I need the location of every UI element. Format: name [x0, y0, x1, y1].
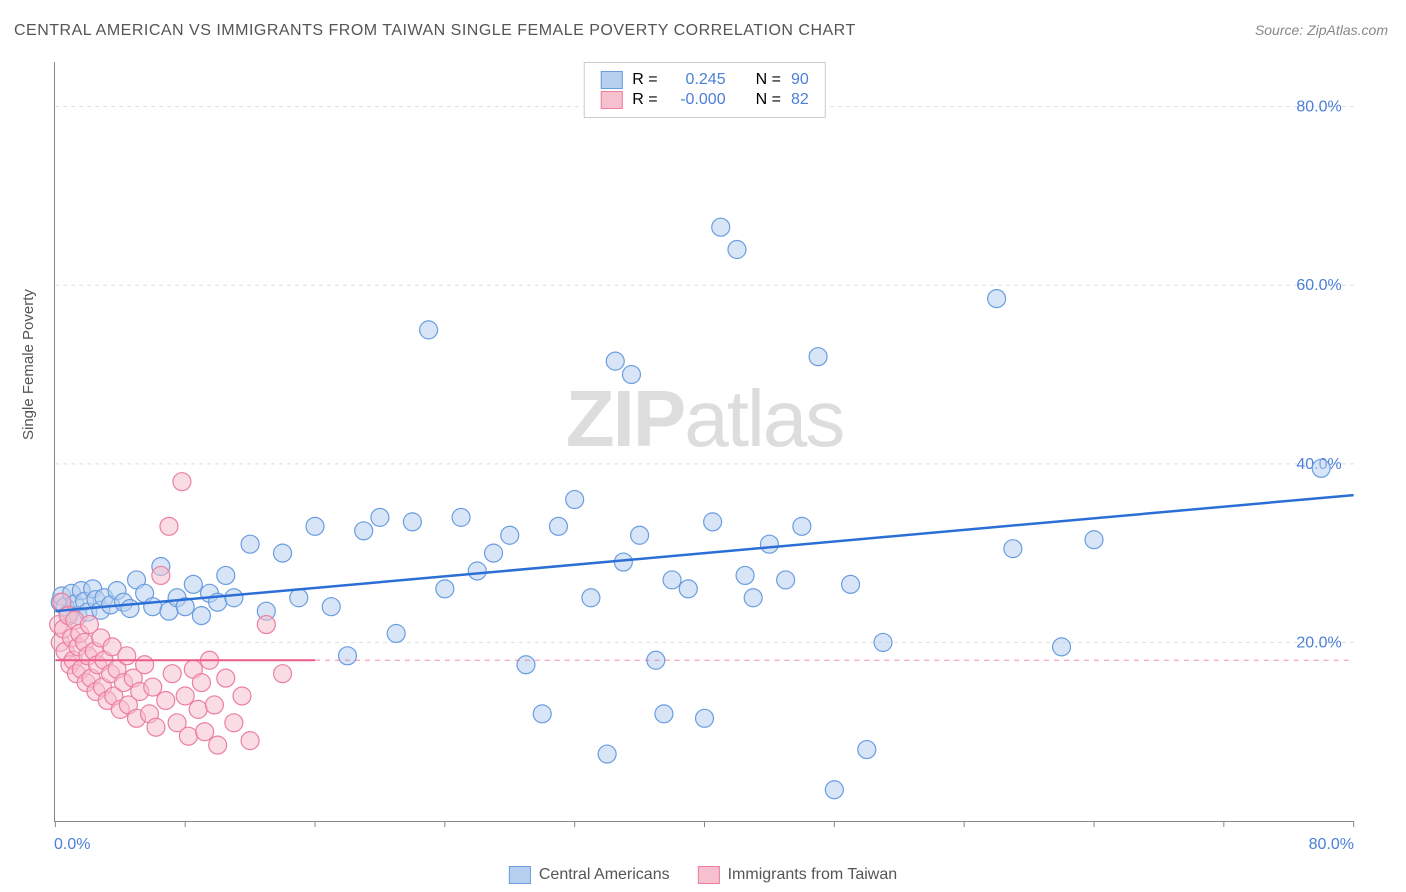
legend-label-1: Immigrants from Taiwan: [728, 866, 898, 884]
n-value-0: 90: [791, 71, 809, 89]
r-label: R =: [632, 71, 657, 89]
chart-title: CENTRAL AMERICAN VS IMMIGRANTS FROM TAIW…: [14, 22, 856, 40]
chart-svg: 20.0%40.0%60.0%80.0%: [55, 62, 1354, 821]
swatch-bottom-1: [698, 866, 720, 884]
legend-statistics: R = 0.245 N = 90 R = -0.000 N = 82: [583, 62, 825, 118]
n-label: N =: [756, 71, 781, 89]
swatch-series-0: [600, 71, 622, 89]
n-label: N =: [756, 91, 781, 109]
x-axis-max-label: 80.0%: [1309, 836, 1354, 854]
legend-item-0: Central Americans: [509, 866, 670, 884]
legend-row-series-1: R = -0.000 N = 82: [600, 91, 808, 109]
n-value-1: 82: [791, 91, 809, 109]
legend-item-1: Immigrants from Taiwan: [698, 866, 898, 884]
legend-row-series-0: R = 0.245 N = 90: [600, 71, 808, 89]
legend-series: Central Americans Immigrants from Taiwan: [509, 866, 897, 884]
svg-text:80.0%: 80.0%: [1296, 99, 1341, 116]
source-attribution: Source: ZipAtlas.com: [1255, 22, 1388, 38]
y-axis-label: Single Female Poverty: [20, 289, 37, 440]
x-axis-min-label: 0.0%: [54, 836, 90, 854]
svg-text:60.0%: 60.0%: [1296, 277, 1341, 294]
plot-area: ZIPatlas R = 0.245 N = 90 R = -0.000 N =…: [54, 62, 1354, 822]
r-value-0: 0.245: [668, 71, 726, 89]
swatch-bottom-0: [509, 866, 531, 884]
svg-text:20.0%: 20.0%: [1296, 634, 1341, 651]
legend-label-0: Central Americans: [539, 866, 670, 884]
r-value-1: -0.000: [668, 91, 726, 109]
r-label: R =: [632, 91, 657, 109]
swatch-series-1: [600, 91, 622, 109]
